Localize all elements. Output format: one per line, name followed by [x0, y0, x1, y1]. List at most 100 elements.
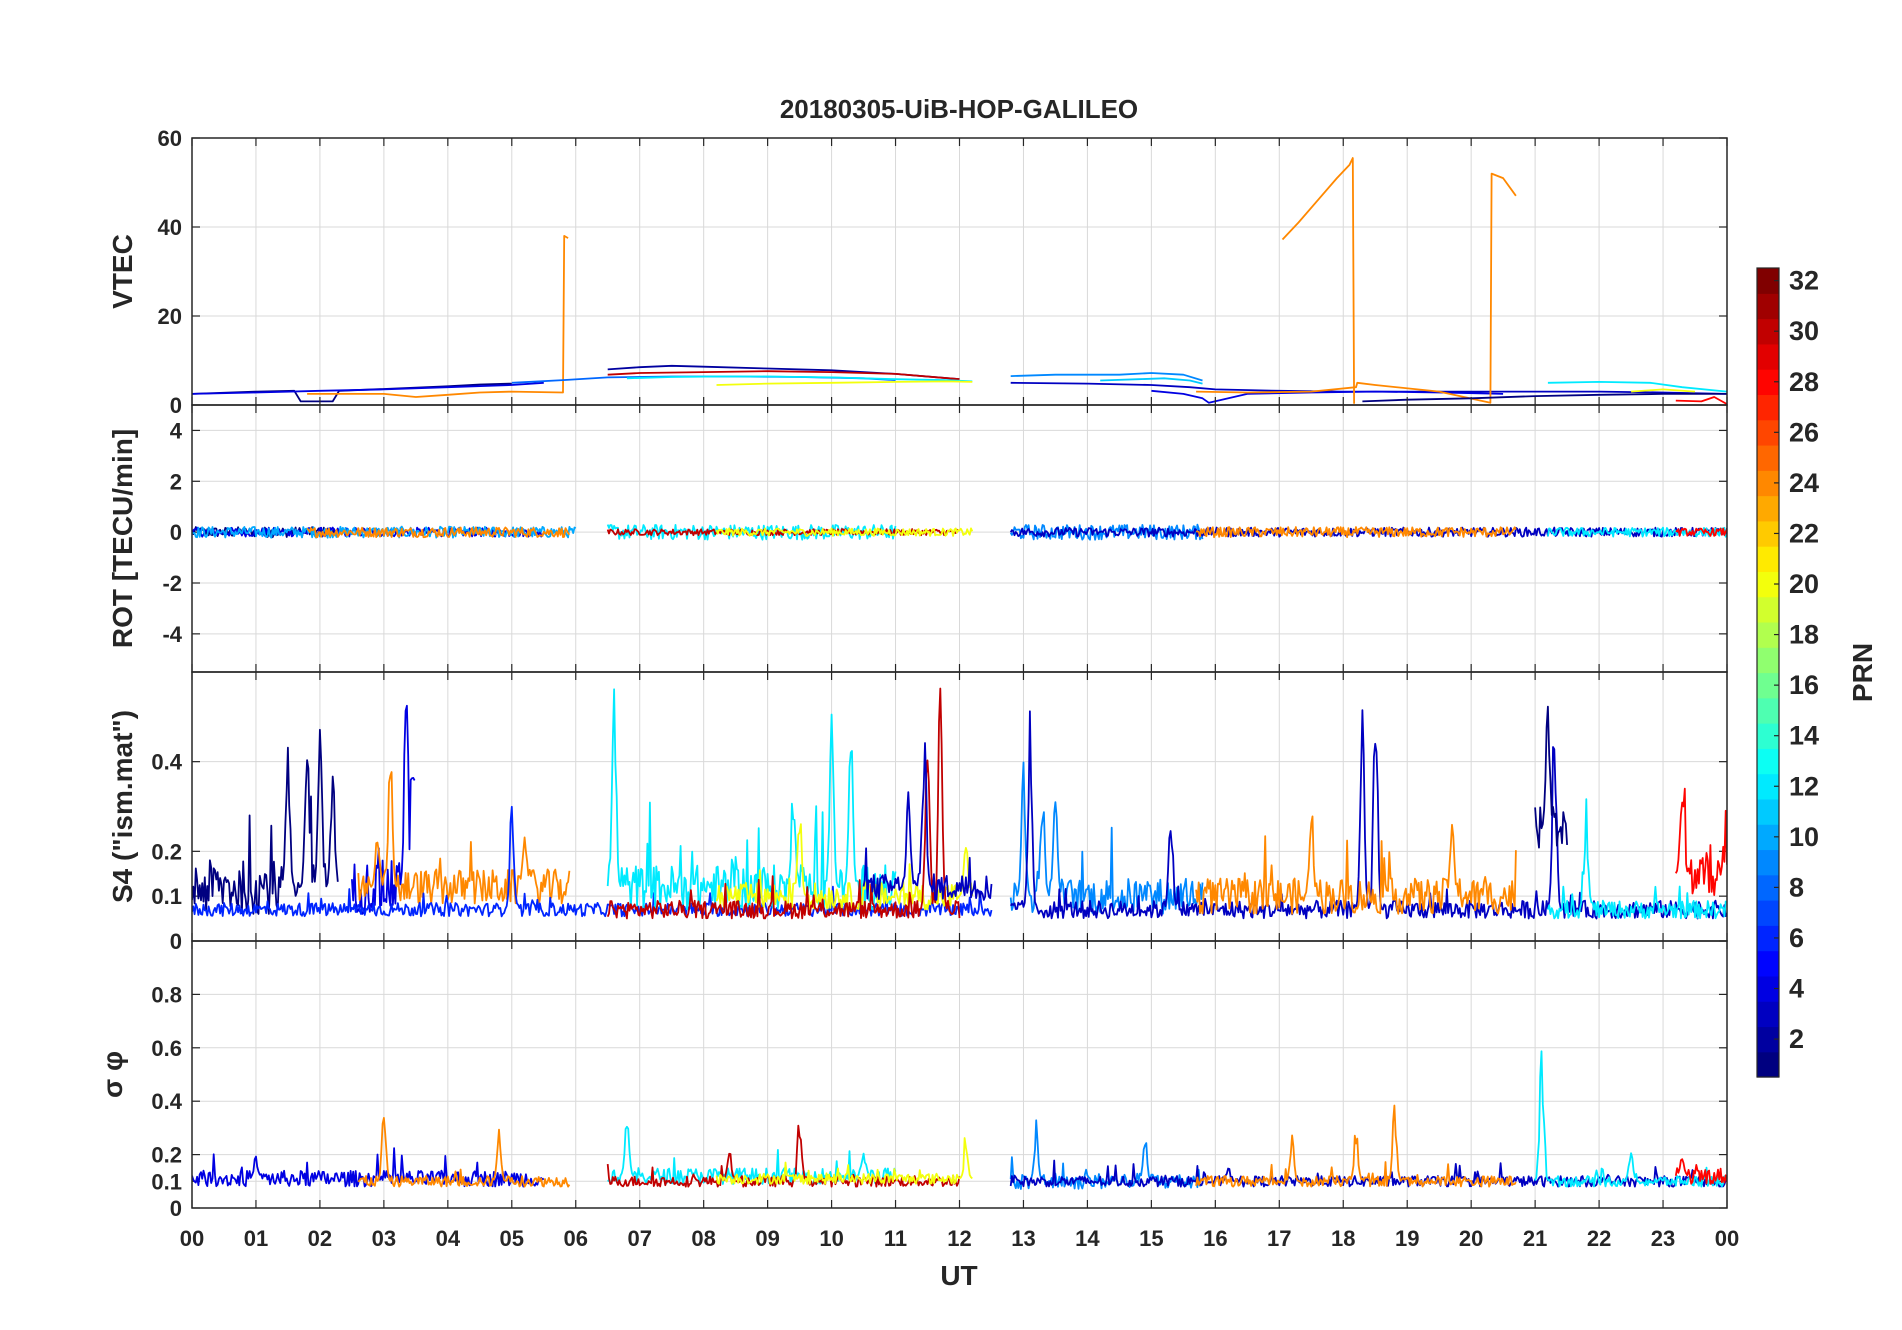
x-tick-label: 12: [947, 1226, 971, 1251]
y-tick-label: 0.4: [151, 750, 182, 775]
y-tick-label: 2: [170, 469, 182, 494]
series-line-prn-20: [716, 380, 973, 386]
series-line-prn-24: [1195, 1104, 1517, 1188]
y-tick-label: 0.8: [151, 982, 182, 1007]
panel-sigma: 00.10.2 0.4 0.6 0.8 σ φ: [97, 940, 1728, 1221]
colorbar-tick-label: 14: [1789, 721, 1819, 751]
colorbar-segment: [1757, 596, 1779, 623]
colorbar-tick-label: 20: [1789, 569, 1819, 599]
colorbar-tick-label: 24: [1789, 468, 1819, 498]
series-line-prn-12: [606, 688, 897, 911]
series-line-prn-24: [1196, 172, 1517, 404]
x-tick-label: 19: [1395, 1226, 1419, 1251]
colorbar-segment: [1757, 950, 1779, 977]
x-tick-label: 03: [372, 1226, 396, 1251]
colorbar-segment: [1757, 318, 1779, 345]
series-line-prn-24: [357, 1117, 571, 1188]
series-line-prn-4: [1151, 389, 1504, 404]
y-tick-label: -4: [162, 622, 182, 647]
colorbar-segment: [1757, 419, 1779, 446]
y-axis-label-sigma: σ φ: [97, 1051, 128, 1098]
y-tick-label: 4: [170, 418, 183, 443]
series-line-prn-28: [1674, 787, 1727, 896]
colorbar-segment: [1757, 444, 1779, 471]
y-tick-label: 0.2: [151, 1143, 182, 1168]
colorbar-tick-label: 4: [1789, 974, 1804, 1004]
x-axis-label: UT: [940, 1260, 977, 1291]
y-tick-label: 0.1: [151, 884, 182, 909]
y-tick-label: 40: [158, 215, 182, 240]
y-axis-label-vtec: VTEC: [107, 234, 138, 309]
y-tick-label: 20: [158, 304, 182, 329]
x-tick-label: 11: [884, 1226, 907, 1251]
y-tick-label: 0: [170, 929, 182, 954]
series-line-prn-1: [1534, 705, 1568, 849]
series-line-prn-12: [1534, 1050, 1727, 1188]
series-line-prn-24: [1281, 157, 1355, 404]
series-group: [192, 1050, 1727, 1190]
y-tick-label: 0: [170, 520, 182, 545]
colorbar-tick-label: 8: [1789, 872, 1804, 902]
colorbar-segment: [1757, 798, 1779, 825]
colorbar-tick-label: 12: [1789, 771, 1819, 801]
x-tick-label: 18: [1331, 1226, 1355, 1251]
colorbar-segment: [1757, 369, 1779, 396]
y-tick-label: 0.4: [151, 1089, 182, 1114]
x-tick-label: 01: [244, 1226, 268, 1251]
colorbar-tick-label: 30: [1789, 316, 1819, 346]
y-tick-label: 0: [170, 393, 182, 418]
x-tick-label: 17: [1267, 1226, 1291, 1251]
x-tick-label: 05: [500, 1226, 524, 1251]
colorbar-segment: [1757, 520, 1779, 547]
x-tick-label: 14: [1075, 1226, 1100, 1251]
series-line-prn-12: [1547, 381, 1727, 393]
y-axis-label-rot: ROT [TECU/min]: [107, 429, 138, 648]
colorbar-segment: [1757, 343, 1779, 370]
series-line-prn-20: [715, 527, 974, 537]
series-line-prn-24: [1195, 815, 1517, 915]
colorbar-segment: [1757, 1051, 1779, 1078]
colorbar-tick-label: 10: [1789, 822, 1819, 852]
y-tick-label: 0.2: [151, 839, 182, 864]
series-line-prn-9: [1009, 761, 1204, 915]
colorbar-segment: [1757, 1026, 1779, 1053]
y-tick-label: 0: [170, 1196, 182, 1221]
series-line-prn-24: [306, 526, 571, 539]
series-line-prn-28: [1675, 527, 1727, 537]
colorbar-segment: [1757, 470, 1779, 497]
series-line-prn-1: [192, 728, 339, 915]
x-tick-label: 16: [1203, 1226, 1227, 1251]
x-tick-label: 08: [691, 1226, 715, 1251]
series-line-prn-24: [357, 771, 571, 906]
colorbar-tick-label: 18: [1789, 620, 1819, 650]
chart-title: 20180305-UiB-HOP-GALILEO: [780, 94, 1138, 124]
series-group: [192, 687, 1727, 920]
panel-vtec: 0 20 40 60 VTEC: [107, 126, 1728, 418]
colorbar-segment: [1757, 975, 1779, 1002]
x-tick-label: 02: [308, 1226, 332, 1251]
panel-rot: -4 -2 0 2 4 ROT [TECU/min]: [107, 404, 1728, 673]
colorbar-segment: [1757, 925, 1779, 952]
colorbar-segment: [1757, 394, 1779, 421]
colorbar-segment: [1757, 621, 1779, 648]
x-tick-label: 00: [1715, 1226, 1739, 1251]
series-line-prn-24: [307, 235, 569, 398]
colorbar-tick-label: 26: [1789, 417, 1819, 447]
colorbar-segment: [1757, 672, 1779, 699]
series-line-prn-28: [1674, 1158, 1727, 1185]
x-tick-label: 00: [180, 1226, 204, 1251]
series-line-prn-30: [607, 370, 960, 381]
x-tick-label: 22: [1587, 1226, 1611, 1251]
x-tick-label: 09: [755, 1226, 779, 1251]
colorbar-label: PRN: [1847, 643, 1878, 702]
x-tick-label: 20: [1459, 1226, 1483, 1251]
colorbar-segment: [1757, 900, 1779, 926]
y-axis-label-s4: S4 ("ism.mat"): [107, 710, 138, 903]
colorbar-segment: [1757, 293, 1779, 320]
series-line-prn-11: [1100, 377, 1203, 385]
colorbar-tick-label: 6: [1789, 923, 1804, 953]
series-line-prn-4: [192, 381, 544, 395]
